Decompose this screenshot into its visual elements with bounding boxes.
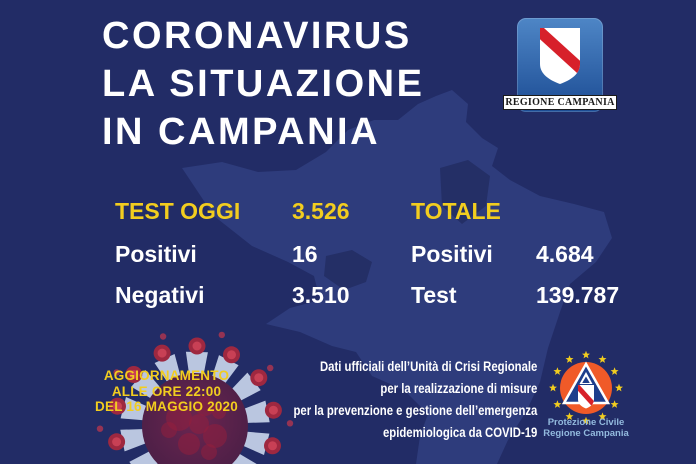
pc-caption-line: Protezione Civile	[547, 417, 625, 428]
total-positives-value: 4.684	[536, 241, 594, 267]
today-positives-value: 16	[292, 241, 318, 267]
update-timestamp: AGGIORNAMENTO ALLE ORE 22:00 DEL 16 MAGG…	[64, 368, 269, 415]
total-tests-label: Test	[411, 282, 457, 308]
today-positives-label: Positivi	[115, 241, 197, 267]
today-negatives-value: 3.510	[292, 282, 350, 308]
disclaimer-line: per la realizzazione di misure	[380, 381, 537, 396]
pc-shield-icon	[578, 385, 594, 409]
title-line: IN CAMPANIA	[102, 111, 381, 153]
campania-region-shape	[182, 90, 612, 464]
campania-shield-icon	[540, 28, 580, 84]
regione-campania-logo: REGIONE CAMPANIA	[503, 18, 617, 112]
pc-logo-caption: Protezione Civile Regione Campania	[531, 417, 641, 439]
province-patch-icon	[324, 250, 372, 290]
total-header-label: TOTALE	[411, 198, 501, 224]
update-line: DEL 16 MAGGIO 2020	[95, 399, 238, 414]
disclaimer-line: epidemiologica da COVID-19	[382, 425, 537, 440]
update-line: ALLE ORE 22:00	[111, 383, 222, 399]
total-positives-label: Positivi	[411, 241, 493, 267]
page-title: CORONAVIRUS LA SITUAZIONE IN CAMPANIA	[102, 12, 424, 156]
total-tests-value: 139.787	[536, 282, 620, 308]
today-negatives-label: Negativi	[115, 282, 205, 308]
update-line: AGGIORNAMENTO	[103, 368, 230, 383]
title-line: CORONAVIRUS	[102, 15, 412, 57]
title-line: LA SITUAZIONE	[102, 63, 425, 105]
coronavirus-icon	[96, 331, 294, 464]
today-header-label: TEST OGGI	[115, 198, 241, 224]
today-header-value: 3.526	[292, 198, 350, 224]
disclaimer-line: per la prevenzione e gestione dell’emerg…	[293, 403, 537, 418]
province-patch-icon	[440, 160, 490, 224]
official-data-disclaimer: Dati ufficiali dell’Unità di Crisi Regio…	[293, 356, 537, 444]
protezione-civile-logo	[549, 350, 623, 425]
regione-banner-label: REGIONE CAMPANIA	[503, 95, 617, 110]
disclaimer-line: Dati ufficiali dell’Unità di Crisi Regio…	[319, 359, 537, 374]
pc-caption-line: Regione Campania	[543, 428, 629, 439]
